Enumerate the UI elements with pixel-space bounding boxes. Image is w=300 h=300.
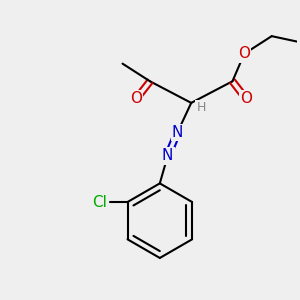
Text: O: O (238, 46, 250, 61)
Text: O: O (130, 92, 142, 106)
Text: Cl: Cl (93, 194, 107, 209)
Text: N: N (162, 148, 173, 164)
Text: N: N (172, 125, 183, 140)
Text: O: O (240, 92, 252, 106)
Text: H: H (196, 101, 206, 114)
